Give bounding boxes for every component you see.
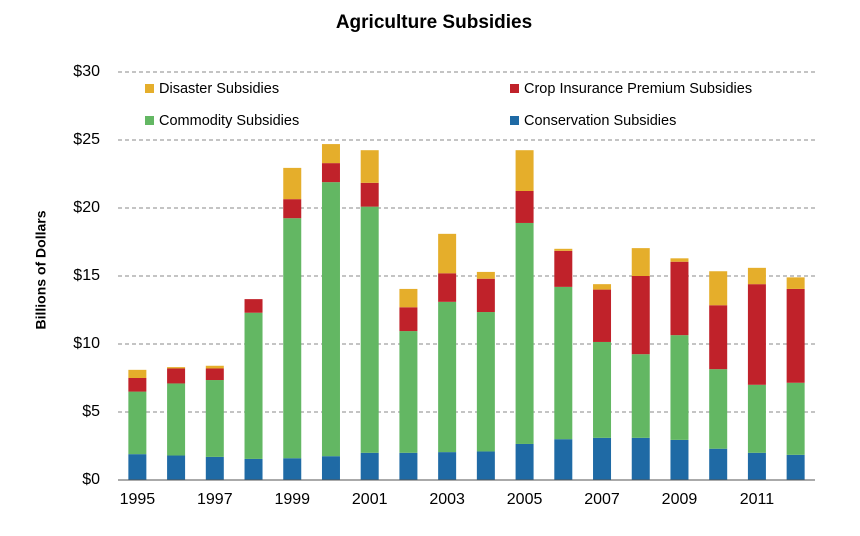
bar-segment [167, 368, 186, 384]
bar-segment [438, 301, 457, 453]
bar-segment [515, 443, 534, 480]
bar-segment [205, 365, 224, 369]
bar-segment [399, 307, 418, 332]
bar-segment [554, 250, 573, 287]
y-tick-label: $20 [73, 199, 100, 216]
bar-segment [283, 458, 302, 480]
legend-label: Crop Insurance Premium Subsidies [524, 81, 752, 97]
bar-segment [438, 452, 457, 480]
bar-segment [670, 439, 689, 480]
bar-segment [321, 163, 340, 183]
bar-segment [205, 368, 224, 381]
legend-swatch [510, 116, 519, 125]
y-tick-label: $15 [73, 267, 100, 284]
x-tick-label: 2001 [352, 491, 388, 508]
bar-segment [167, 383, 186, 456]
legend-swatch [145, 116, 154, 125]
bar-segment [476, 312, 495, 452]
bar-segment [283, 199, 302, 219]
bar-segment [128, 391, 147, 455]
bar-segment [709, 305, 728, 370]
bar-segment [321, 182, 340, 457]
bar-segment [205, 456, 224, 480]
bar-segment [747, 384, 766, 453]
x-tick-label: 1999 [274, 491, 310, 508]
bar-segment [360, 150, 379, 183]
bar-segment [631, 437, 650, 480]
bar-segment [709, 271, 728, 306]
bar-segment [631, 354, 650, 438]
bar-segment [360, 182, 379, 207]
y-tick-label: $5 [82, 403, 100, 420]
bar-segment [593, 289, 612, 342]
bar-segment [360, 452, 379, 480]
x-tick-label: 2003 [429, 491, 465, 508]
bar-segment [515, 222, 534, 444]
bar-segment [554, 439, 573, 480]
legend-swatch [510, 84, 519, 93]
legend-label: Commodity Subsidies [159, 113, 299, 129]
bar-segment [128, 378, 147, 392]
bar-segment [321, 456, 340, 480]
x-tick-label: 2005 [507, 491, 543, 508]
bar-segment [747, 284, 766, 385]
bar-segment [205, 380, 224, 457]
bar-segment [554, 248, 573, 251]
bar-segment [476, 451, 495, 480]
bar-segment [515, 191, 534, 223]
bar-segment [593, 437, 612, 480]
y-tick-label: $10 [73, 335, 100, 352]
chart-title: Agriculture Subsidies [336, 12, 532, 33]
bar-segment [670, 335, 689, 440]
bar-segment [283, 218, 302, 459]
y-tick-label: $25 [73, 131, 100, 148]
bar-segment [360, 206, 379, 453]
bar-segment [244, 312, 263, 459]
bar-segment [283, 167, 302, 200]
bar-segment [709, 448, 728, 480]
x-tick-label: 2007 [584, 491, 620, 508]
bar-segment [128, 369, 147, 378]
x-tick-label: 1997 [197, 491, 233, 508]
y-tick-label: $30 [73, 63, 100, 80]
bar-segment [786, 454, 805, 480]
bar-segment [631, 276, 650, 355]
x-tick-label: 2009 [662, 491, 698, 508]
y-tick-label: $0 [82, 471, 100, 488]
bar-segment [399, 331, 418, 453]
bar-segment [438, 273, 457, 302]
bar-segment [167, 367, 186, 369]
bar-segment [747, 452, 766, 480]
bar-segment [593, 341, 612, 438]
legend-swatch [145, 84, 154, 93]
bar-segment [631, 248, 650, 276]
bar-segment [399, 452, 418, 480]
y-axis-label: Billions of Dollars [33, 210, 49, 329]
bar-segment [786, 288, 805, 383]
bar-segment [670, 261, 689, 336]
bar-segment [167, 455, 186, 480]
bar-segment [476, 278, 495, 313]
bar-segment [786, 382, 805, 455]
bar-segment [399, 288, 418, 308]
x-tick-label: 2011 [740, 491, 775, 508]
bar-segment [554, 286, 573, 440]
legend-label: Disaster Subsidies [159, 81, 279, 97]
bar-segment [476, 271, 495, 279]
bar-segment [515, 150, 534, 191]
bar-segment [747, 267, 766, 285]
bar-segment [244, 458, 263, 480]
x-tick-label: 1995 [120, 491, 156, 508]
bar-segment [438, 233, 457, 274]
bar-segment [709, 369, 728, 449]
bar-segment [128, 454, 147, 480]
legend-label: Conservation Subsidies [524, 113, 676, 129]
bar-segment [670, 258, 689, 262]
bar-segment [244, 299, 263, 313]
bar-segment [593, 284, 612, 290]
bar-segment [321, 144, 340, 164]
bar-segment [786, 277, 805, 289]
